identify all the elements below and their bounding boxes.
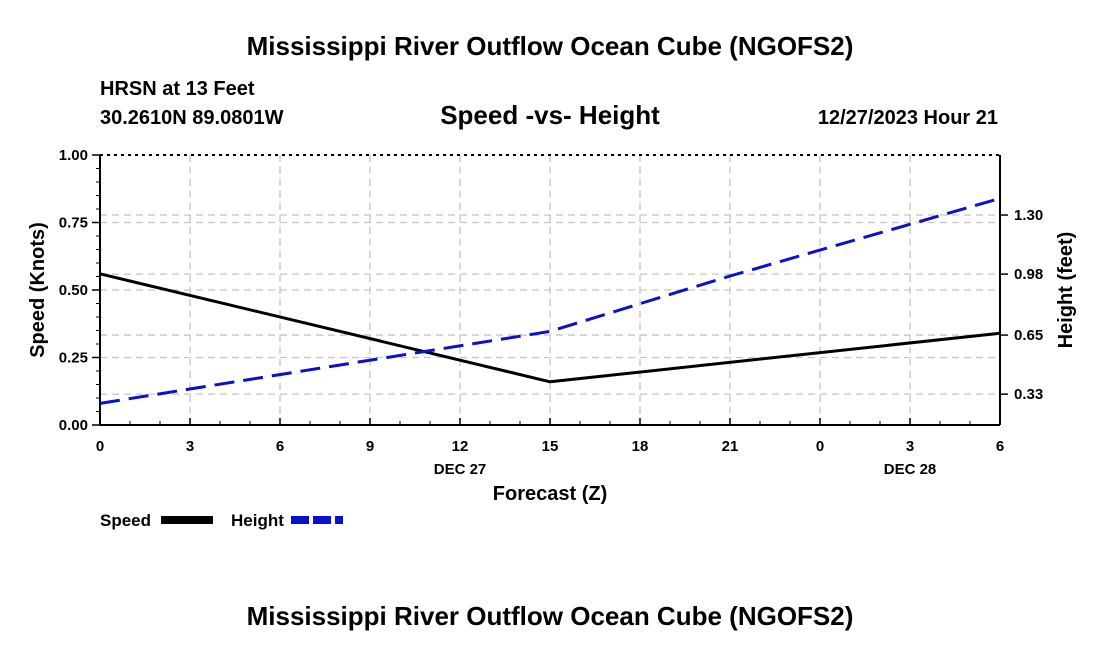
y2-tick-label: 1.30 [1014, 207, 1043, 224]
speed-series-line [99, 272, 1001, 384]
y-tick-label: 1.00 [59, 147, 88, 164]
x-tick-label: 0 [96, 438, 104, 455]
y2-tick-label: 0.33 [1014, 386, 1043, 403]
x-tick-label: 9 [366, 438, 374, 455]
y-tick-label: 0.25 [59, 350, 88, 367]
datetime-label: 12/27/2023 Hour 21 [818, 107, 998, 129]
x-tick-label: 3 [906, 438, 914, 455]
legend-label-height: Height [231, 511, 284, 530]
x-tick-label: 6 [996, 438, 1004, 455]
legend-label-speed: Speed [100, 511, 151, 530]
x-tick-label: 18 [632, 438, 649, 455]
y2-tick-label: 0.98 [1014, 266, 1043, 283]
y-axis-label: Speed (Knots) [27, 222, 49, 358]
x-tick-label: 3 [186, 438, 194, 455]
x-tick-label: 0 [816, 438, 824, 455]
x-tick-label: 12 [452, 438, 469, 455]
x-date-label: DEC 27 [434, 461, 487, 478]
main-title: Mississippi River Outflow Ocean Cube (NG… [247, 31, 854, 61]
x-tick-label: 6 [276, 438, 284, 455]
axes: 0 3 6 9 12 15 18 21 0 3 6 DEC 27 DEC 28 0.00 0.25 0.50 0… [59, 147, 1043, 478]
chart-title: Speed -vs- Height [440, 100, 660, 130]
series [99, 196, 1001, 405]
legend: Speed Height [100, 511, 343, 530]
x-tick-label: 15 [542, 438, 559, 455]
station-label: HRSN at 13 Feet [100, 78, 255, 100]
y-tick-label: 0.75 [59, 215, 88, 232]
y2-tick-label: 0.65 [1014, 327, 1043, 344]
grid [100, 155, 1000, 425]
coordinates-label: 30.2610N 89.0801W [100, 107, 284, 129]
x-date-label: DEC 28 [884, 461, 937, 478]
y-tick-label: 0.00 [59, 417, 88, 434]
x-axis-label: Forecast (Z) [493, 483, 607, 505]
footer-title: Mississippi River Outflow Ocean Cube (NG… [247, 601, 854, 631]
y-tick-label: 0.50 [59, 282, 88, 299]
height-series-line [99, 196, 1001, 405]
y2-axis-label: Height (feet) [1055, 232, 1077, 349]
x-tick-label: 21 [722, 438, 739, 455]
